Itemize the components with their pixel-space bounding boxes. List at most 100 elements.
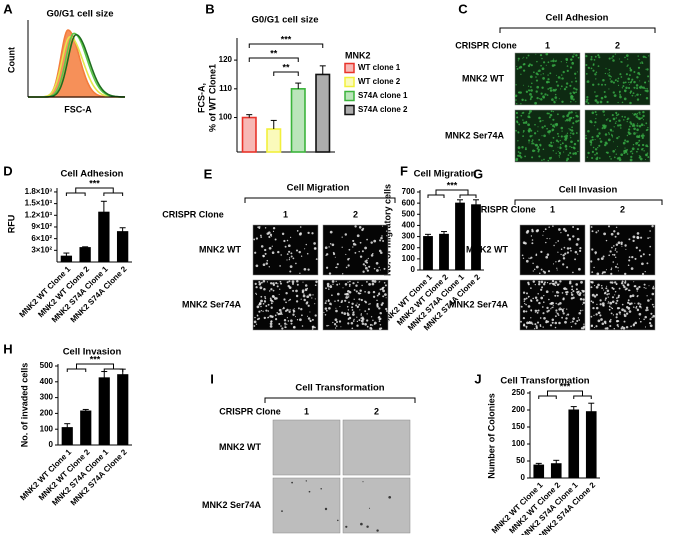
speckle — [542, 326, 544, 328]
speckle — [560, 135, 563, 138]
speckle — [520, 73, 522, 75]
speckle — [606, 151, 609, 154]
speckle — [373, 321, 377, 325]
speckle — [266, 232, 270, 235]
speckle — [636, 112, 638, 115]
speckle — [372, 319, 374, 322]
speckle — [259, 303, 261, 305]
speckle — [286, 281, 289, 284]
speckle — [358, 292, 361, 295]
speckle — [530, 317, 532, 319]
speckle — [526, 229, 530, 233]
speckle — [570, 59, 573, 61]
speckle — [524, 302, 526, 305]
speckle — [327, 285, 330, 288]
speckle — [601, 322, 605, 326]
speckle — [649, 318, 652, 321]
speckle — [530, 287, 532, 289]
speckle — [558, 228, 561, 231]
speckle — [628, 259, 631, 262]
speckle — [626, 148, 628, 151]
speckle — [571, 61, 574, 64]
speckle — [610, 80, 613, 83]
speckle — [522, 135, 524, 138]
speckle — [379, 239, 382, 242]
speckle — [576, 253, 579, 255]
speckle — [632, 113, 634, 115]
speckle — [604, 72, 607, 75]
speckle — [631, 294, 635, 298]
speckle — [572, 98, 575, 101]
speckle — [559, 283, 561, 285]
y-tick-label: 100 — [219, 113, 233, 122]
speckle — [625, 287, 628, 290]
speckle — [635, 305, 638, 308]
speckle — [600, 284, 603, 287]
y-tick-label: 500 — [402, 209, 416, 218]
speckle — [542, 77, 545, 80]
histogram-curve — [28, 29, 125, 98]
y-axis-label: Count — [6, 47, 16, 73]
speckle — [605, 239, 608, 242]
y-tick-label: 3×10² — [31, 245, 52, 254]
speckle — [631, 255, 634, 259]
speckle — [522, 121, 526, 125]
panel-letter: E — [204, 166, 213, 181]
x-axis-label: FSC-A — [64, 104, 92, 114]
speckle — [543, 134, 546, 138]
speckle — [353, 289, 356, 291]
speckle — [634, 95, 636, 97]
speckle — [311, 328, 314, 330]
speckle — [522, 63, 525, 66]
speckle — [608, 88, 610, 90]
significance-bracket — [248, 43, 324, 48]
speckle — [536, 85, 540, 89]
speckle — [595, 117, 597, 120]
speckle — [545, 255, 549, 259]
speckle — [560, 248, 563, 250]
speckle — [603, 292, 607, 295]
speckle — [562, 254, 565, 257]
bar — [550, 463, 562, 479]
speckle — [543, 281, 547, 284]
speckle — [519, 91, 522, 94]
speckle — [642, 133, 644, 135]
speckle — [622, 85, 625, 88]
speckle — [642, 55, 645, 58]
y-tick-label: 120 — [219, 55, 233, 64]
speckle — [648, 253, 651, 256]
speckle — [382, 289, 385, 293]
speckle — [587, 129, 590, 133]
speckle — [520, 156, 523, 159]
speckle — [277, 312, 280, 316]
speckle — [325, 266, 329, 269]
speckle — [258, 280, 261, 284]
panel-letter: C — [458, 1, 468, 16]
speckle — [549, 238, 551, 240]
speckle — [547, 159, 550, 162]
speckle — [621, 303, 624, 306]
speckle — [255, 292, 257, 295]
speckle — [307, 317, 311, 320]
y-tick-label: 100 — [402, 254, 416, 263]
significance-bracket — [65, 187, 124, 196]
speckle — [349, 280, 351, 283]
speckle — [341, 246, 343, 248]
speckle — [633, 80, 636, 84]
speckle — [562, 70, 565, 74]
speckle — [560, 88, 562, 90]
speckle — [541, 306, 544, 308]
speckle — [583, 323, 585, 325]
speckle — [607, 296, 609, 298]
speckle — [567, 313, 570, 316]
speckle — [542, 120, 544, 122]
speckle — [552, 136, 555, 139]
speckle — [594, 73, 597, 76]
speckle — [613, 156, 616, 159]
speckle — [629, 81, 632, 84]
speckle — [379, 288, 382, 291]
speckle — [613, 327, 616, 330]
speckle — [569, 66, 573, 69]
speckle — [630, 122, 633, 125]
speckle — [640, 123, 644, 126]
